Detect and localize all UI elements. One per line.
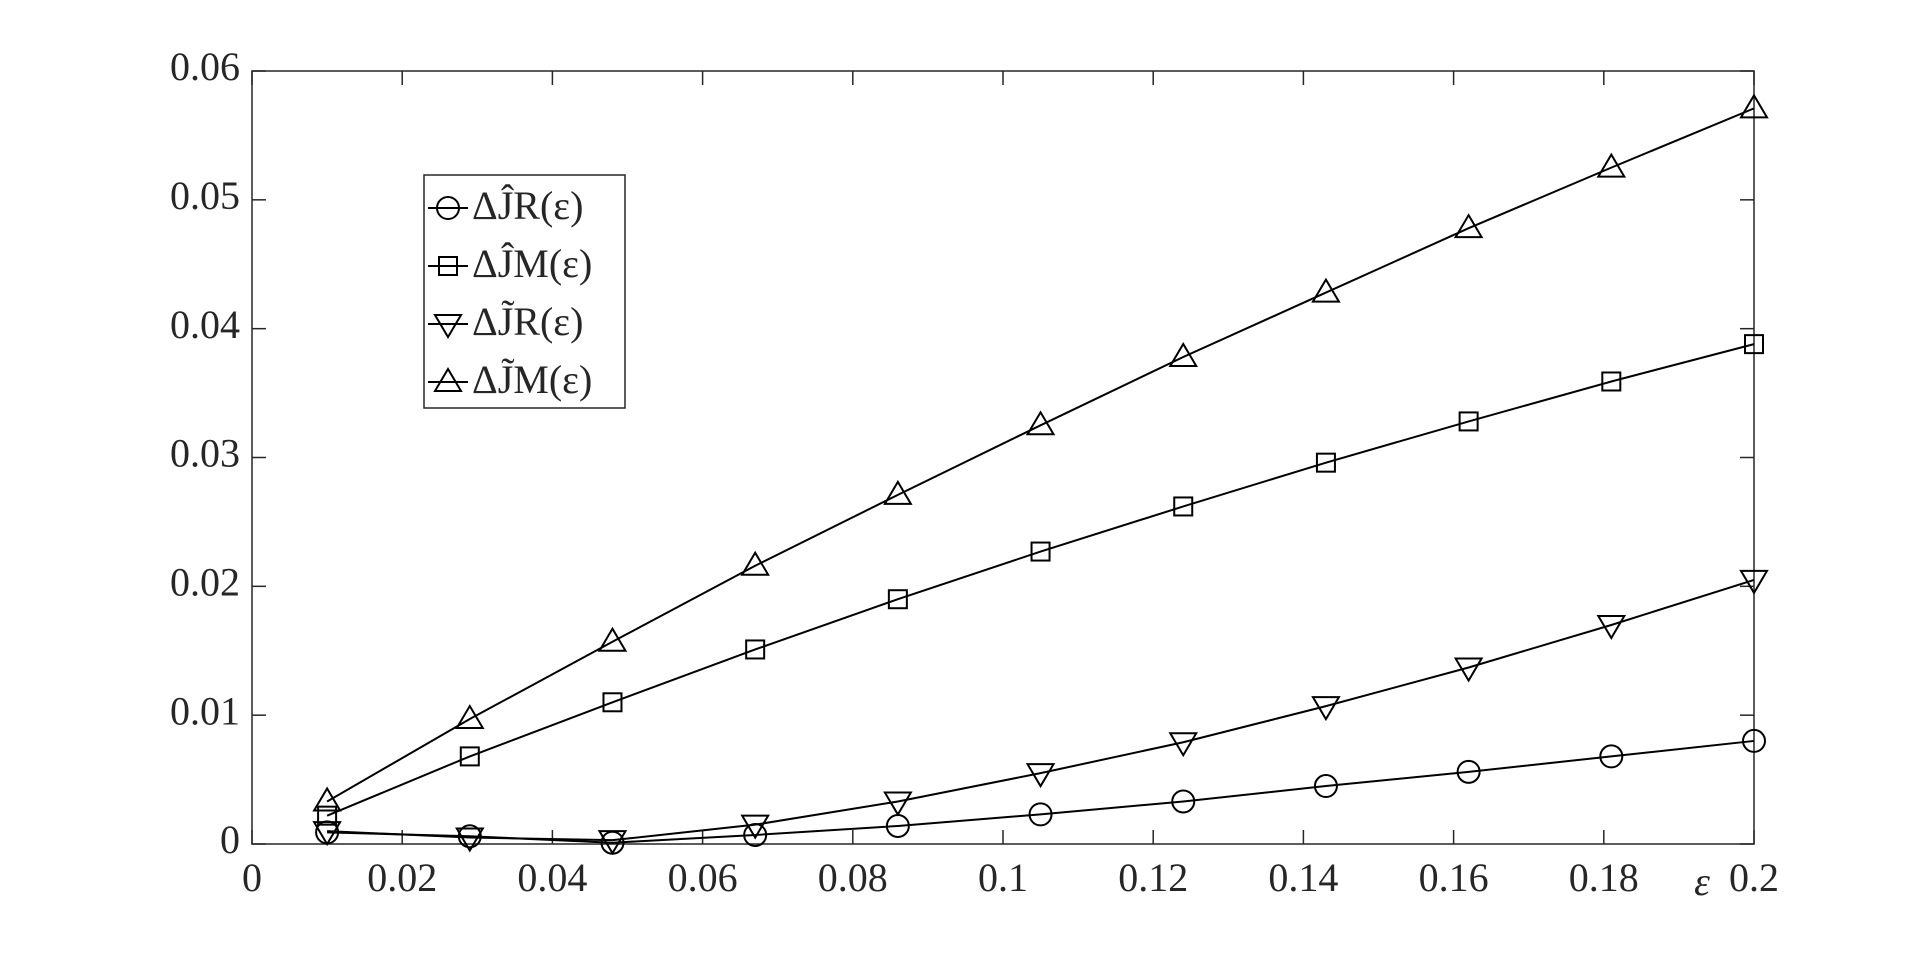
marker [597, 626, 628, 652]
marker [312, 786, 342, 812]
marker [1601, 371, 1622, 392]
marker [312, 821, 342, 847]
marker [1171, 789, 1196, 814]
series-line [326, 343, 1755, 817]
legend-marker [433, 314, 463, 339]
marker [597, 830, 628, 856]
marker [887, 589, 908, 610]
marker [455, 704, 485, 730]
marker [1168, 732, 1198, 758]
marker [1315, 452, 1336, 473]
x-tick-label: 0.04 [517, 855, 587, 900]
marker [455, 827, 485, 853]
y-tick-label: 0.03 [170, 431, 240, 476]
x-tick-label: 0.16 [1419, 855, 1489, 900]
marker [1453, 213, 1484, 239]
y-tick-label: 0.02 [170, 560, 240, 605]
marker [1173, 496, 1194, 517]
legend-marker [438, 256, 458, 276]
legend-label: ΔJ̃M(ε) [472, 357, 592, 402]
marker [740, 814, 770, 840]
marker [1599, 744, 1624, 769]
x-tick-label: 0.06 [668, 855, 738, 900]
legend-label: ΔĴR(ε) [472, 183, 583, 228]
marker [1596, 152, 1627, 178]
marker [883, 479, 913, 505]
marker [1168, 342, 1198, 368]
marker [317, 805, 338, 826]
marker [1742, 728, 1766, 753]
x-tick-label: 0.14 [1268, 855, 1338, 900]
marker [1030, 541, 1051, 562]
y-tick-label: 0 [220, 817, 240, 862]
x-tick-label: 0.02 [367, 855, 437, 900]
marker [1458, 411, 1479, 432]
legend-marker [433, 367, 463, 392]
x-tick-label: 0.12 [1118, 855, 1188, 900]
x-tick-label: 0.18 [1569, 855, 1639, 900]
marker [883, 791, 913, 817]
x-tick-label: 0 [242, 855, 262, 900]
marker [1739, 569, 1769, 595]
series-line [327, 739, 1755, 844]
marker [1453, 657, 1484, 683]
y-tick-label: 0.05 [170, 173, 240, 218]
marker [1025, 410, 1056, 436]
marker [1313, 774, 1338, 799]
marker [1456, 759, 1481, 784]
x-axis-label: ε [1694, 859, 1710, 904]
marker [1596, 614, 1627, 640]
legend-marker [436, 196, 460, 220]
marker [1025, 763, 1056, 789]
marker [1311, 277, 1341, 303]
marker [1739, 93, 1769, 119]
legend-label: ΔĴM(ε) [472, 241, 592, 286]
y-tick-label: 0.06 [170, 44, 240, 89]
y-tick-label: 0.04 [170, 302, 240, 347]
y-tick-label: 0.01 [170, 688, 240, 733]
x-tick-label: 0.1 [978, 855, 1028, 900]
marker [740, 550, 770, 576]
marker [602, 692, 623, 713]
series-line [327, 578, 1755, 842]
marker [1744, 334, 1764, 355]
legend-label: ΔJ̃R(ε) [472, 299, 583, 344]
marker [459, 746, 480, 767]
x-tick-label: 0.2 [1729, 855, 1779, 900]
series-line [326, 107, 1755, 803]
x-tick-label: 0.08 [818, 855, 888, 900]
marker [1028, 802, 1053, 827]
marker [745, 639, 766, 660]
marker [1311, 696, 1341, 722]
